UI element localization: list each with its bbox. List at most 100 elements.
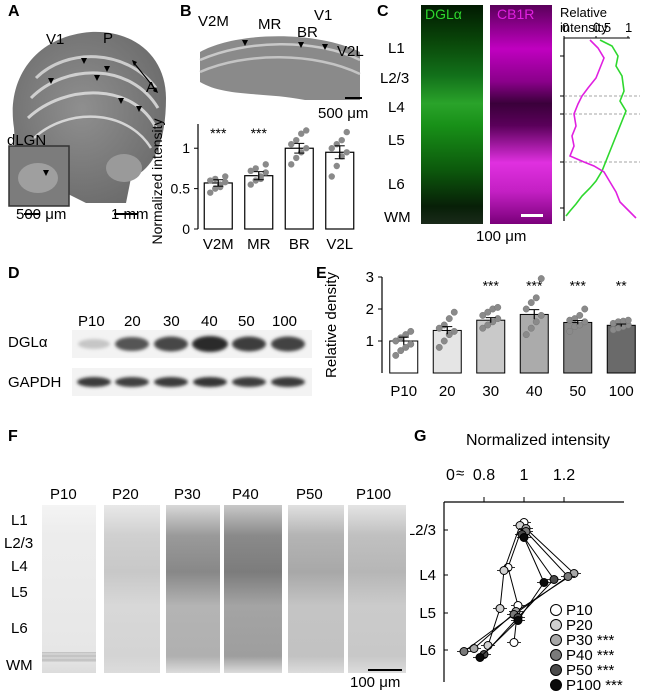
panel-g-legend-label: P40 *** [566,647,615,664]
panel-g-x-tick-label: 0.8 [473,467,495,484]
panel-g-axis-break-icon: ≈ [456,465,464,482]
panel-g-layer-label: L5 [419,605,436,622]
panel-a-posterior-label: P [103,30,114,47]
panel-e-point [440,321,448,329]
panel-c-layer-wm: WM [384,209,411,226]
panel-e-bar [432,329,462,374]
panel-f-strip-p100 [348,505,406,673]
panel-b-v1-label: V1 [314,7,333,24]
panel-e-point [450,327,458,335]
panel-e-point [522,305,530,313]
panel-label-d: D [8,265,20,282]
panel-g-series-line [487,525,521,646]
panel-g-point [475,653,485,662]
panel-g-layer-label: L2/3 [410,522,436,539]
panel-e-point [392,337,400,345]
panel-b-point [252,165,259,172]
panel-g-legend-marker [550,664,562,676]
panel-f-layer-l1: L1 [11,512,28,529]
panel-f-scale-bar [368,669,402,671]
panel-e-point [397,347,405,355]
panel-d-row-gapdh: GAPDH [8,374,62,391]
panel-c-layer-l6: L6 [388,176,405,193]
panel-g-point [459,647,469,656]
panel-c-layer-l4: L4 [388,99,405,116]
panel-g-series-line [479,537,545,658]
panel-b-point [293,136,300,144]
panel-g-legend-label: P50 *** [566,662,615,679]
panel-g-x-zero: 0 [446,467,455,484]
panel-g-line-chart: Normalized intensity 0 ≈0.8 1 1.2 L2/3 L4 L5 L6 P… [410,432,624,692]
panel-b-bar [325,151,355,230]
panel-e-x-tick-label: 20 [439,383,456,400]
panel-e-y-label: Relative density [323,272,340,378]
panel-g-point [483,641,493,650]
panel-b-point [222,173,229,180]
panel-b-bar [284,147,314,230]
panel-d-age-30: 30 [163,313,180,330]
panel-e-point [566,327,574,335]
panel-e-point [479,324,487,332]
panel-e-point [479,311,487,319]
panel-g-x-tick-label: 1.2 [553,467,575,484]
panel-c-cb1r-image [490,5,552,224]
panel-b-x-tick-label: MR [247,236,270,253]
panel-a-dlgn-label: dLGN [7,132,47,149]
panel-b-section-image [199,36,362,100]
panel-b-point [333,162,340,170]
panel-b-point [207,177,214,184]
panel-g-series-line [483,534,555,655]
panel-g-legend-marker [550,634,562,646]
panel-g-point [495,604,505,613]
panel-e-x-tick-label: 40 [526,383,543,400]
panel-g-legend-label: P10 [566,602,593,619]
panel-e-significance: ** [616,278,627,294]
panel-c-profile-tick-1: 1 [625,20,633,35]
panel-c-layer-l1: L1 [388,40,405,57]
panel-e-point [402,343,410,351]
panel-b-point [343,128,350,136]
panel-g-legend-marker [550,619,562,631]
panel-g-legend-label: P30 *** [566,632,615,649]
panel-label-e: E [316,265,327,282]
panel-b-bar-chart: Normalized intensity 0 0.5 1 V2M *** MR *** BR V2… [150,118,355,253]
panel-f-strip-p30 [166,505,220,673]
panel-e-bar [606,324,636,374]
panel-b-v2m-label: V2M [198,13,229,30]
panel-g-point [519,533,529,542]
panel-e-point [435,343,443,351]
panel-c-dgl-image [421,5,483,224]
panel-f-scale-label: 100 μm [350,674,401,691]
panel-e-x-tick-label: P10 [390,383,417,400]
panel-b-point [207,189,214,196]
panel-e-point [527,299,535,307]
panel-e-point [581,305,589,313]
panel-b-point [247,167,254,175]
panel-b-x-tick-label: BR [289,236,310,253]
panel-e-x-tick-label: 50 [569,383,586,400]
panel-c-scale-label: 100 μm [476,228,527,245]
panel-label-a: A [8,3,20,20]
panel-f-strip-p50 [288,505,344,673]
panel-b-v2l-label: V2L [337,43,364,60]
panel-a-v1-label: V1 [46,31,65,48]
panel-g-point [513,616,523,625]
panel-b-point [262,169,269,176]
panel-e-bar [519,313,549,374]
panel-e-point [576,311,584,319]
panel-b-significance: *** [210,125,227,141]
panel-f-layer-l4: L4 [11,558,28,575]
panel-g-legend-label: P100 *** [566,677,623,692]
panel-f-strip-p40 [224,505,282,673]
panel-e-point [407,327,415,335]
panel-e-y-tick-label: 1 [366,333,374,350]
panel-e-point [484,321,492,329]
panel-g-series-line [463,531,569,652]
panel-e-point [445,315,453,323]
panel-b-point [293,154,300,162]
panel-c-profile-tick-0: 0 [562,20,570,35]
panel-g-x-tick-label: 1 [520,467,529,484]
panel-e-point [527,324,535,332]
panel-e-point [435,324,443,332]
panel-f-layer-l6: L6 [11,620,28,637]
